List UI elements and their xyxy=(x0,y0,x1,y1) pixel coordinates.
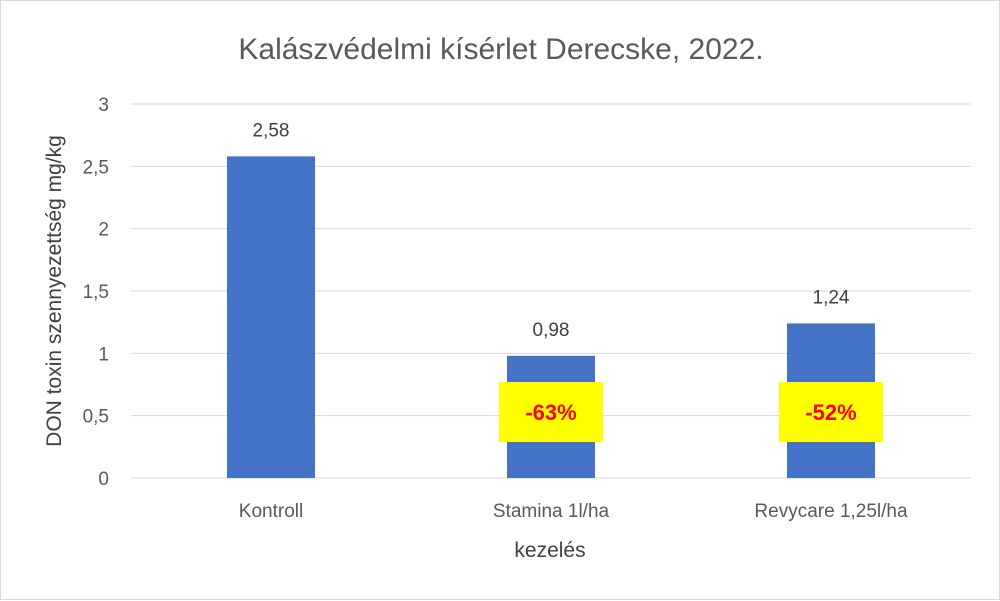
reduction-badge: -52% xyxy=(779,382,883,442)
data-label: 1,24 xyxy=(813,287,850,308)
category-label: Stamina 1l/ha xyxy=(493,501,610,522)
y-tick-label: 2 xyxy=(98,220,109,241)
category-label: Revycare 1,25l/ha xyxy=(754,501,908,522)
reduction-badge-box xyxy=(499,382,603,442)
y-tick-label: 2,5 xyxy=(83,157,109,178)
chart-title: Kalászvédelmi kísérlet Derecske, 2022. xyxy=(238,33,763,66)
y-tick-label: 1,5 xyxy=(83,282,109,303)
annotations: -63% -52% xyxy=(499,382,883,442)
y-tick-label: 3 xyxy=(98,95,109,116)
reduction-badge-box xyxy=(779,382,883,442)
y-tick-label: 0,5 xyxy=(83,407,109,428)
x-axis-title: kezelés xyxy=(514,539,585,562)
y-tick-label: 1 xyxy=(98,344,109,365)
y-axis-ticks: 0 0,5 1 1,5 2 2,5 3 xyxy=(83,95,109,490)
bar xyxy=(227,156,315,479)
y-tick-label: 0 xyxy=(98,469,109,490)
y-axis-title: DON toxin szennyezettség mg/kg xyxy=(43,135,66,447)
data-labels: 2,58 0,98 1,24 xyxy=(253,120,850,340)
reduction-badge: -63% xyxy=(499,382,603,442)
reduction-badge-text: -63% xyxy=(525,400,576,425)
x-axis-categories: Kontroll Stamina 1l/ha Revycare 1,25l/ha xyxy=(239,501,908,522)
reduction-badge-text: -52% xyxy=(805,400,856,425)
data-label: 2,58 xyxy=(253,120,290,141)
category-label: Kontroll xyxy=(239,501,303,522)
data-label: 0,98 xyxy=(533,320,570,341)
